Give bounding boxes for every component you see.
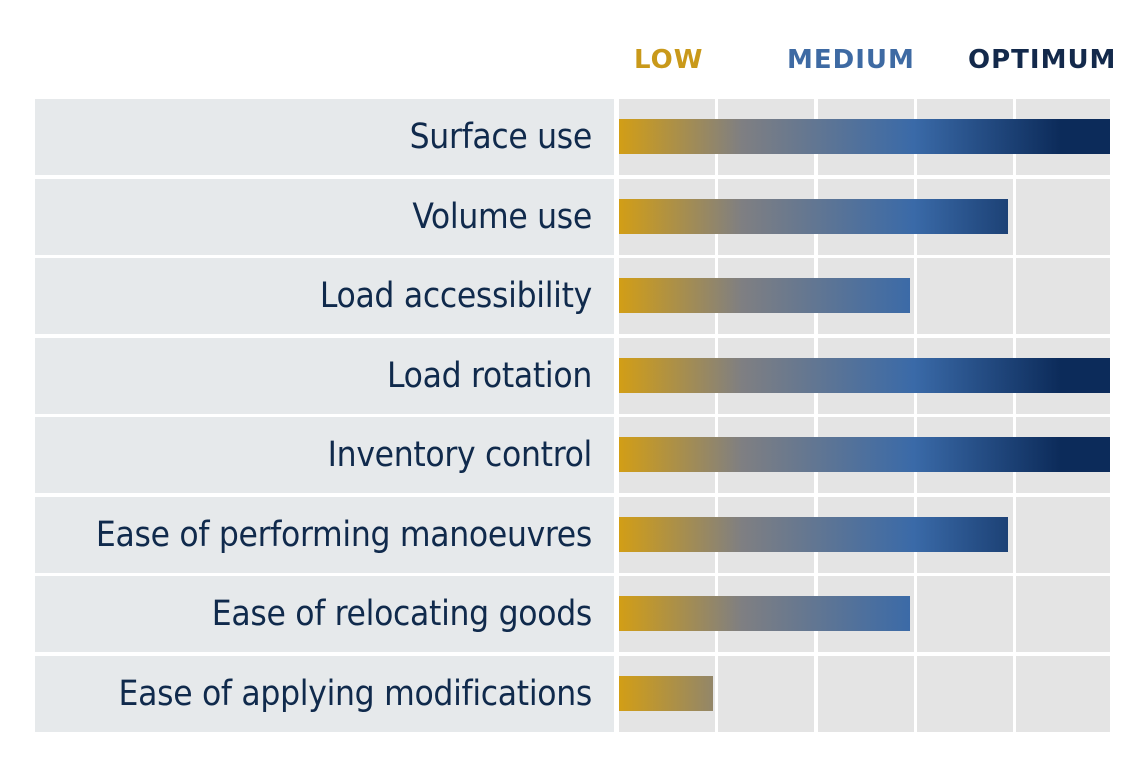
row-label-cell: Surface use: [35, 99, 614, 175]
row-label-cell: Ease of performing manoeuvres: [35, 497, 614, 573]
category-label: Inventory control: [327, 435, 593, 475]
bar: [619, 277, 910, 313]
category-label: Ease of relocating goods: [211, 594, 593, 634]
grid-cell: [1016, 258, 1110, 334]
row-label-cell: Load rotation: [35, 338, 614, 414]
category-label: Volume use: [412, 197, 592, 237]
scale-label-low: LOW: [634, 45, 704, 75]
bar: [619, 436, 1110, 472]
row-label-cell: Load accessibility: [35, 258, 614, 334]
bar: [619, 118, 1110, 154]
row-label-cell: Volume use: [35, 179, 614, 255]
bar: [619, 357, 1110, 393]
row-label-cell: Inventory control: [35, 417, 614, 493]
grid-cell: [818, 656, 914, 732]
grid-cell: [917, 576, 1013, 652]
grid-cell: [1016, 179, 1110, 255]
scale-label-optimum: OPTIMUM: [968, 45, 1117, 75]
grid-cell: [1016, 656, 1110, 732]
bar: [619, 595, 910, 631]
grid-cell: [1016, 497, 1110, 573]
grid-cell: [718, 656, 814, 732]
category-label: Ease of applying modifications: [118, 674, 593, 714]
category-label: Ease of performing manoeuvres: [95, 515, 592, 555]
grid-cell: [917, 656, 1013, 732]
scale-label-medium: MEDIUM: [787, 45, 915, 75]
grid-cell: [1016, 576, 1110, 652]
category-label: Load rotation: [387, 356, 592, 396]
bar: [619, 198, 1008, 234]
category-label: Surface use: [409, 117, 593, 157]
category-label: Load accessibility: [319, 276, 592, 316]
grid-cell: [917, 258, 1013, 334]
row-label-cell: Ease of relocating goods: [35, 576, 614, 652]
bar: [619, 675, 713, 711]
bar: [619, 516, 1008, 552]
row-label-cell: Ease of applying modifications: [35, 656, 614, 732]
